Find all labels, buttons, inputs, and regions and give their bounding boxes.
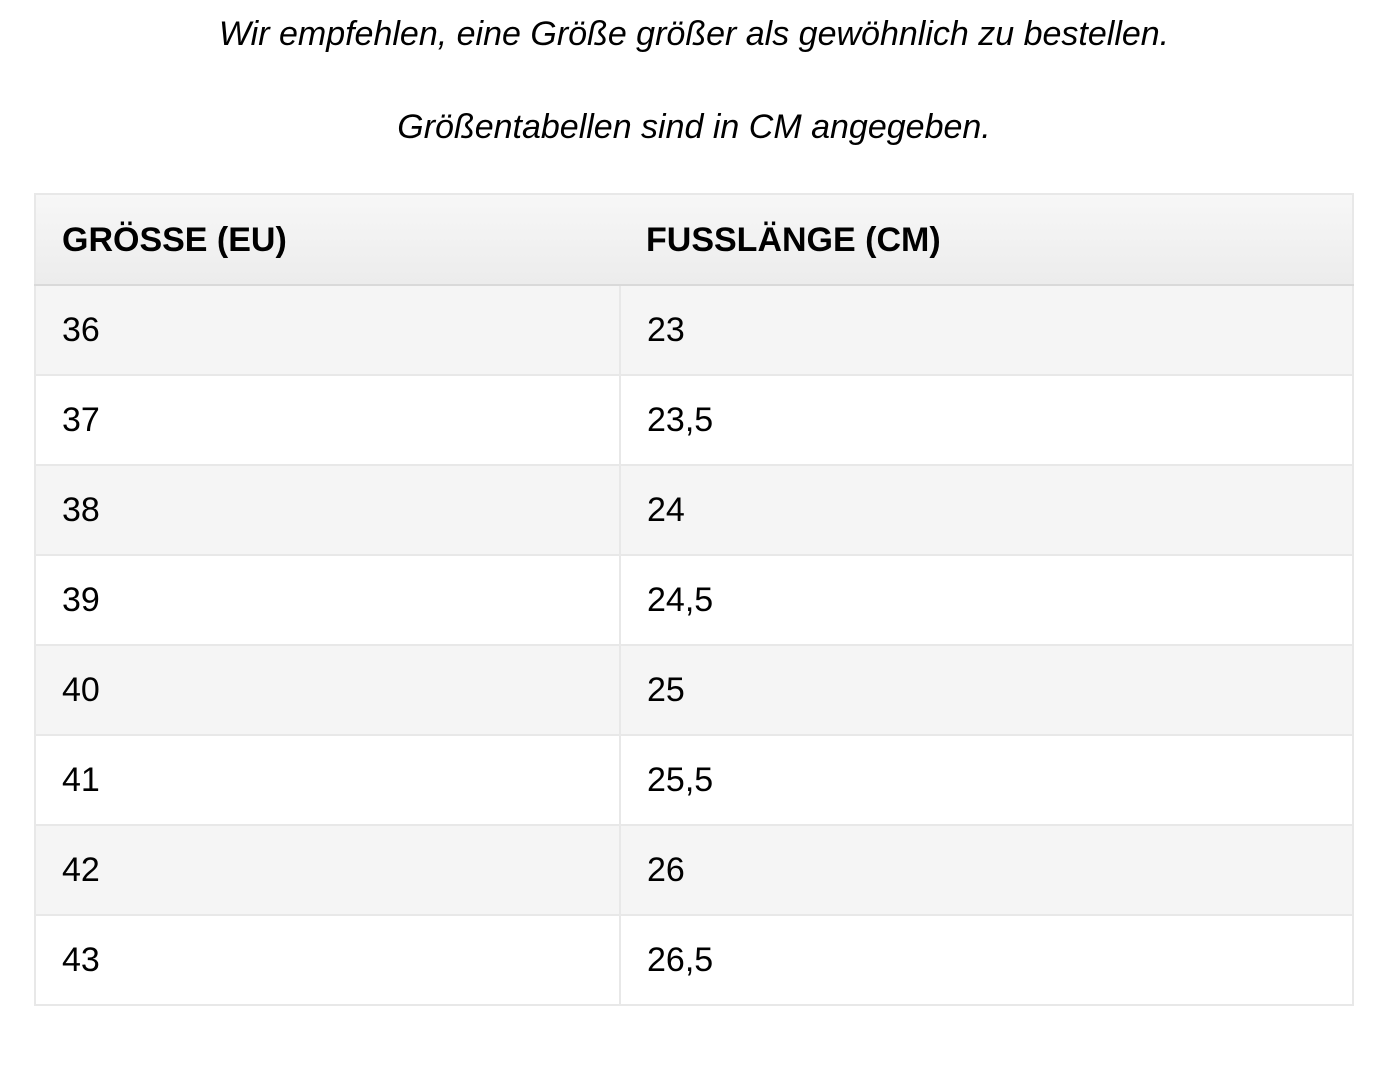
size-eu-cell: 43 bbox=[34, 913, 621, 1006]
size-eu-cell: 36 bbox=[34, 283, 621, 376]
size-table-body: 36 23 37 23,5 38 24 39 24,5 40 25 41 25,5 42 26 43 26,5 bbox=[34, 283, 1354, 1006]
size-chart-intro: Wir empfehlen, eine Größe größer als gew… bbox=[0, 14, 1388, 148]
footlength-cm-cell: 24,5 bbox=[619, 553, 1354, 646]
footlength-cm-cell: 25 bbox=[619, 643, 1354, 736]
footlength-cm-cell: 24 bbox=[619, 463, 1354, 556]
size-eu-cell: 39 bbox=[34, 553, 621, 646]
column-header-footlength-cm: FUSSLÄNGE (CM) bbox=[620, 193, 1353, 286]
table-row: 37 23,5 bbox=[34, 373, 1354, 466]
footlength-cm-cell: 25,5 bbox=[619, 733, 1354, 826]
size-eu-cell: 38 bbox=[34, 463, 621, 556]
table-row: 41 25,5 bbox=[34, 733, 1354, 826]
size-advice-text: Wir empfehlen, eine Größe größer als gew… bbox=[218, 15, 1170, 53]
table-row: 39 24,5 bbox=[34, 553, 1354, 646]
table-row: 40 25 bbox=[34, 643, 1354, 736]
footlength-cm-cell: 23,5 bbox=[619, 373, 1354, 466]
table-row: 43 26,5 bbox=[34, 913, 1354, 1006]
size-table: GRÖSSE (EU) FUSSLÄNGE (CM) 36 23 37 23,5 38 2… bbox=[34, 192, 1354, 1006]
table-row: 38 24 bbox=[34, 463, 1354, 556]
footlength-cm-cell: 26 bbox=[619, 823, 1354, 916]
size-unit-text: Größentabellen sind in CM angegeben. bbox=[397, 107, 991, 146]
footlength-cm-cell: 26,5 bbox=[619, 913, 1354, 1006]
table-row: 42 26 bbox=[34, 823, 1354, 916]
size-eu-cell: 42 bbox=[34, 823, 621, 916]
column-header-size-eu: GRÖSSE (EU) bbox=[35, 193, 620, 286]
footlength-cm-cell: 23 bbox=[619, 283, 1354, 376]
size-eu-cell: 41 bbox=[34, 733, 621, 826]
table-row: 36 23 bbox=[34, 283, 1354, 376]
size-table-header-row: GRÖSSE (EU) FUSSLÄNGE (CM) bbox=[35, 193, 1353, 286]
size-eu-cell: 40 bbox=[34, 643, 621, 736]
size-eu-cell: 37 bbox=[34, 373, 621, 466]
